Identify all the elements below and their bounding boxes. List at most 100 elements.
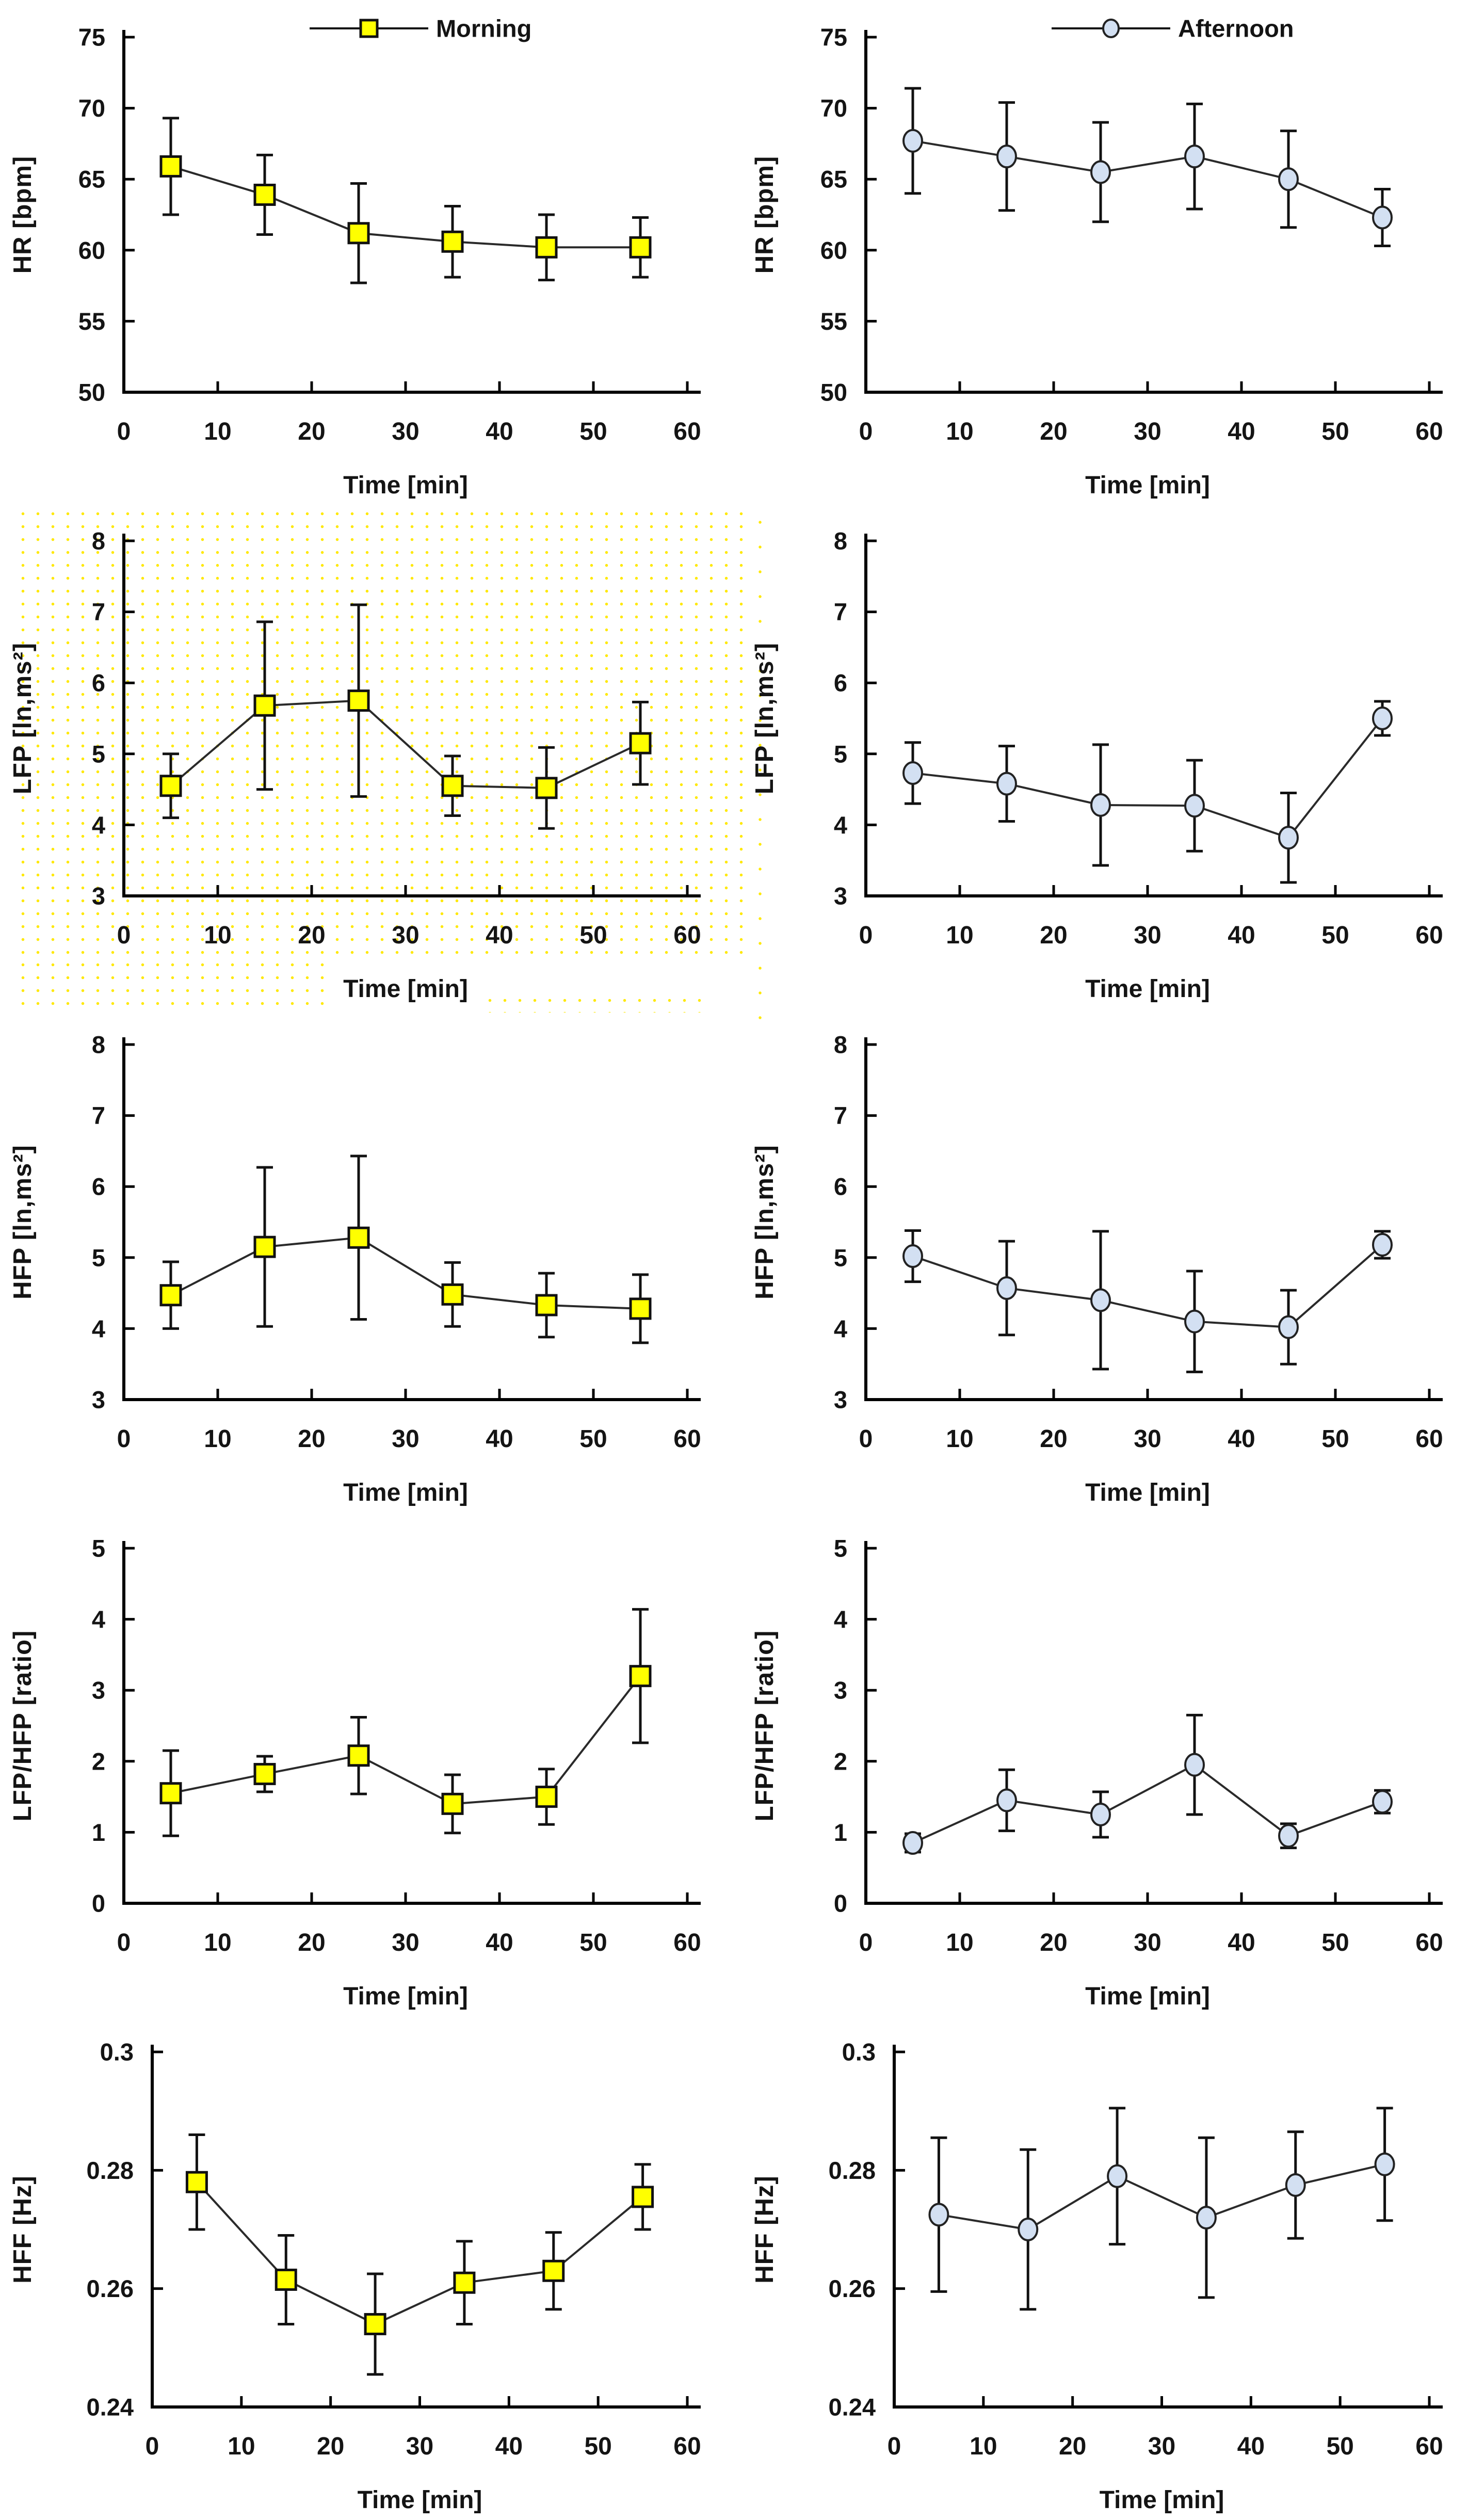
- y-tick-label: 7: [834, 598, 847, 625]
- x-tick-label: 60: [1415, 418, 1443, 445]
- afternoon-circle-marker: [996, 1276, 1017, 1300]
- morning-square-marker: [535, 236, 558, 259]
- chart-cell-lfphfp-morning: 0 1 2 3 4 5 0 10 20 30 40 50 60 LFP/HFP [ratio] Time […: [0, 1511, 742, 2015]
- x-axis-title: Time [min]: [343, 1479, 468, 1506]
- x-tick-label: 0: [888, 2433, 901, 2460]
- x-tick-label: 50: [579, 1425, 607, 1453]
- x-tick-label: 30: [1134, 418, 1161, 445]
- x-tick-label: 30: [392, 922, 419, 949]
- x-tick-label: 0: [117, 922, 131, 949]
- afternoon-circle-marker: [902, 761, 923, 785]
- x-tick-label: 50: [1321, 1425, 1349, 1453]
- x-tick-label: 10: [946, 1425, 973, 1453]
- morning-square-marker: [535, 777, 558, 799]
- x-tick-label: 30: [392, 1425, 419, 1453]
- x-tick-label: 30: [406, 2433, 433, 2460]
- chart-cell-hr-afternoon: 50 55 60 65 70 75 0 10 20 30 40 50 60 Afternoon HR [bp…: [742, 0, 1484, 504]
- morning-square-marker: [441, 1283, 464, 1306]
- y-tick-label: 6: [834, 1173, 847, 1200]
- y-tick-label: 0.24: [87, 2393, 134, 2420]
- y-axis-title: LFP [ln,ms²]: [9, 643, 37, 794]
- series-line: [170, 699, 641, 789]
- series-line: [170, 1237, 641, 1310]
- series-line: [170, 165, 640, 249]
- chart-cell-lfphfp-afternoon: 0 1 2 3 4 5 0 10 20 30 40 50 60 LFP/HFP [ratio] Time […: [742, 1511, 1484, 2015]
- y-tick-label: 60: [820, 236, 847, 264]
- x-axis-title: Time [min]: [343, 472, 468, 499]
- afternoon-circle-marker: [1374, 2152, 1395, 2176]
- x-axis-title: Time [min]: [1100, 2486, 1224, 2514]
- x-tick-label: 50: [1321, 418, 1349, 445]
- afternoon-circle-marker: [1107, 2164, 1128, 2188]
- y-tick-label: 50: [78, 378, 105, 406]
- x-tick-label: 50: [579, 1929, 607, 1956]
- morning-square-marker: [629, 1297, 652, 1320]
- afternoon-circle-marker: [1372, 1233, 1393, 1257]
- x-tick-label: 20: [317, 2433, 344, 2460]
- x-tick-label: 50: [579, 922, 607, 949]
- x-tick-label: 0: [859, 922, 873, 949]
- morning-square-marker: [159, 155, 182, 178]
- x-tick-label: 10: [204, 1929, 231, 1956]
- series-line: [912, 139, 1383, 219]
- y-tick-label: 6: [834, 669, 847, 697]
- y-tick-label: 1: [834, 1819, 847, 1846]
- morning-square-marker: [453, 2271, 476, 2294]
- y-tick-label: 0.24: [829, 2393, 876, 2420]
- legend: Afternoon: [1052, 14, 1294, 42]
- morning-square-marker: [542, 2259, 565, 2282]
- y-axis-title: HFP [ln,ms²]: [9, 1145, 37, 1299]
- afternoon-circle-marker: [1090, 1288, 1111, 1312]
- afternoon-circle-marker: [902, 129, 923, 153]
- x-tick-label: 60: [673, 922, 701, 949]
- afternoon-circle-marker: [1102, 19, 1120, 38]
- morning-square-marker: [535, 1294, 558, 1317]
- x-axis-title: Time [min]: [343, 975, 468, 1003]
- x-axis-title: Time [min]: [1085, 1983, 1210, 2010]
- x-tick-label: 40: [1237, 2433, 1265, 2460]
- x-tick-label: 0: [117, 1929, 131, 1956]
- chart-cell-hr-morning: 50 55 60 65 70 75 0 10 20 30 40 50 60 Morning HR [bpm]…: [0, 0, 742, 504]
- afternoon-circle-marker: [1090, 793, 1111, 817]
- y-axis-title: HFF [Hz]: [751, 2175, 779, 2283]
- x-axis-title: Time [min]: [358, 2486, 482, 2514]
- x-tick-label: 30: [392, 1929, 419, 1956]
- morning-square-marker: [159, 775, 182, 797]
- x-tick-label: 50: [579, 418, 607, 445]
- y-tick-label: 0.3: [842, 2038, 876, 2065]
- y-axis-title: HFP [ln,ms²]: [751, 1145, 779, 1299]
- afternoon-circle-marker: [1278, 167, 1299, 191]
- y-tick-label: 4: [834, 811, 847, 839]
- series-line: [170, 1675, 641, 1805]
- y-tick-label: 4: [834, 1606, 847, 1633]
- x-tick-label: 20: [298, 418, 325, 445]
- legend: Morning: [310, 14, 531, 42]
- morning-square-marker: [347, 222, 370, 245]
- x-axis-title: Time [min]: [343, 1983, 468, 2010]
- x-tick-label: 50: [584, 2433, 611, 2460]
- afternoon-circle-marker: [1372, 205, 1393, 230]
- x-tick-label: 40: [486, 922, 513, 949]
- afternoon-circle-marker: [1018, 2218, 1039, 2241]
- series-line: [912, 1244, 1383, 1328]
- morning-square-marker: [629, 236, 652, 259]
- y-tick-label: 0.26: [829, 2275, 876, 2302]
- y-tick-label: 6: [92, 669, 105, 697]
- afternoon-circle-marker: [928, 2203, 949, 2227]
- morning-square-marker: [347, 689, 370, 712]
- y-tick-label: 8: [92, 1031, 105, 1058]
- x-tick-label: 20: [1040, 418, 1067, 445]
- y-tick-label: 8: [834, 1031, 847, 1058]
- x-tick-label: 20: [298, 922, 325, 949]
- x-tick-label: 10: [946, 922, 973, 949]
- afternoon-circle-marker: [1372, 1790, 1393, 1814]
- x-tick-label: 50: [1321, 1929, 1349, 1956]
- afternoon-circle-marker: [1184, 794, 1205, 818]
- afternoon-circle-marker: [1278, 1315, 1299, 1339]
- legend-label: Afternoon: [1178, 14, 1294, 42]
- morning-square-marker: [253, 183, 276, 206]
- y-tick-label: 5: [834, 740, 847, 767]
- y-tick-label: 70: [820, 94, 847, 122]
- x-tick-label: 40: [1228, 922, 1255, 949]
- y-tick-label: 55: [820, 308, 847, 335]
